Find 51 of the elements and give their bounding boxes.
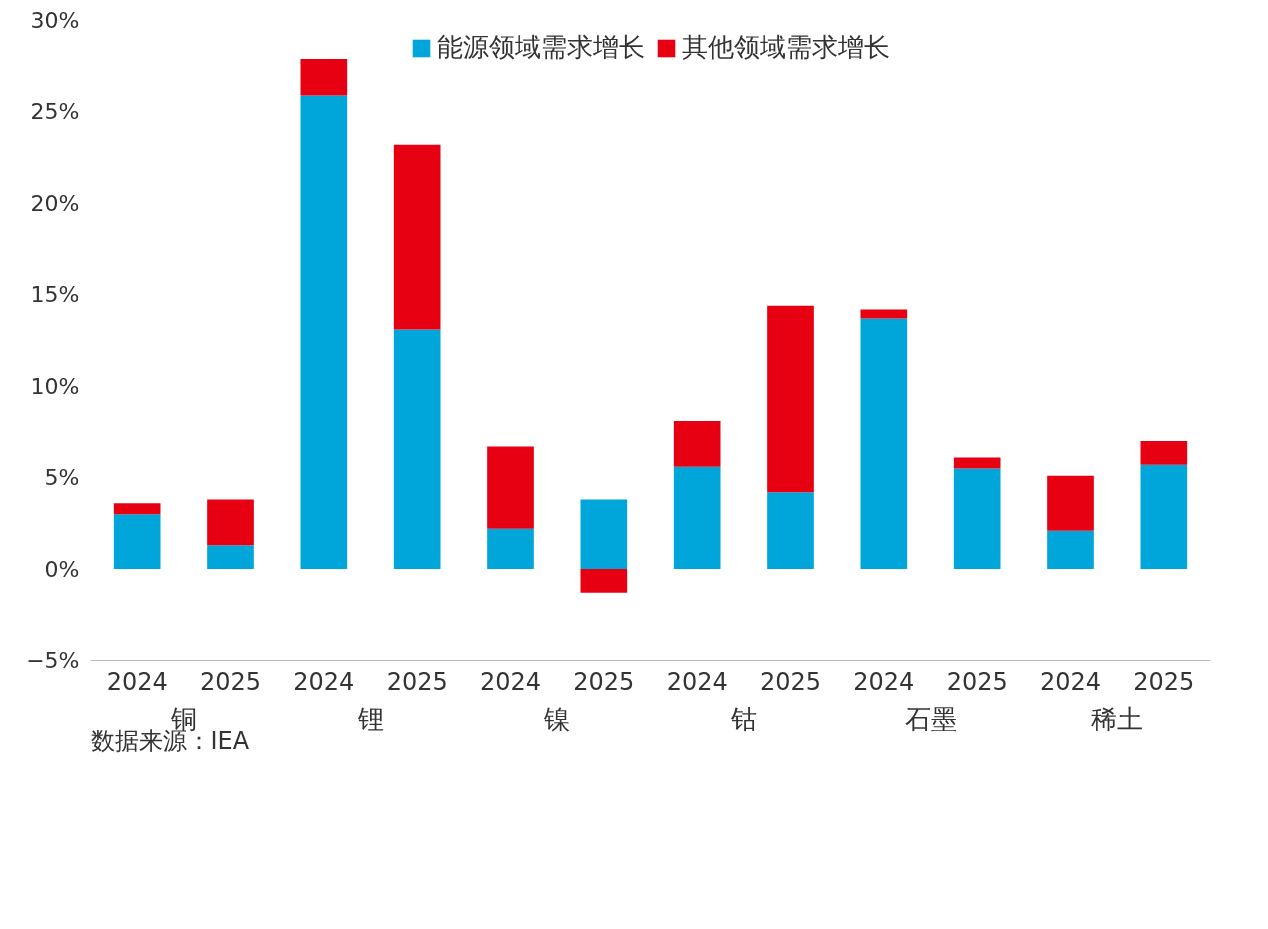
bar: [860, 318, 908, 570]
bar: [300, 58, 348, 96]
bar: [113, 503, 161, 515]
bar: [767, 492, 814, 570]
y-tick-label: 10%: [30, 373, 80, 399]
y-tick-label: 20%: [30, 190, 80, 216]
x-tick-label: 2024: [293, 667, 355, 696]
bar: [113, 514, 161, 570]
y-tick-label: 25%: [30, 99, 80, 125]
y-tick-label: 0%: [44, 556, 80, 582]
bar: [300, 95, 348, 570]
x-tick-label: 2025: [386, 667, 448, 696]
bar: [393, 329, 441, 570]
x-tick-label: 2024: [479, 667, 542, 696]
bar: [767, 305, 814, 493]
x-tick-label: 2025: [759, 667, 822, 696]
y-tick-label: 30%: [30, 8, 80, 33]
bar: [1140, 441, 1188, 465]
text: 石墨: [904, 703, 957, 734]
bar: [487, 528, 534, 570]
bar: [673, 420, 721, 467]
legend-label: 能源领域需求增长: [437, 31, 645, 64]
text: 镍: [543, 703, 571, 734]
x-tick-label: 2024: [853, 667, 915, 696]
legend-label: 其他领域需求增长: [682, 31, 890, 64]
bar: [953, 468, 1001, 570]
text: 钴: [729, 703, 757, 734]
bar: [580, 499, 628, 570]
bar: [207, 499, 254, 546]
bar: [673, 466, 721, 570]
bar: [393, 144, 441, 330]
x-tick-label: 2024: [106, 667, 168, 696]
y-tick-label: 15%: [30, 282, 80, 308]
bar: [1047, 475, 1094, 531]
x-tick-label: 2025: [199, 667, 262, 696]
bar: [1140, 464, 1188, 570]
bar: [953, 457, 1001, 469]
x-tick-label: 2024: [666, 667, 728, 696]
y-tick-label: −5%: [26, 648, 80, 673]
x-tick-label: 2025: [573, 667, 635, 696]
x-tick-label: 2025: [946, 667, 1008, 696]
bar: [207, 545, 254, 570]
bar: [1047, 530, 1094, 570]
x-tick-label: 2025: [1133, 667, 1195, 696]
y-tick-label: 5%: [44, 465, 80, 491]
bar: [860, 309, 908, 319]
bar: [487, 446, 534, 529]
text: 稀土: [1091, 703, 1144, 734]
x-tick-label: 2024: [1039, 667, 1102, 696]
text: 锂: [356, 703, 384, 734]
bar: [580, 569, 628, 593]
